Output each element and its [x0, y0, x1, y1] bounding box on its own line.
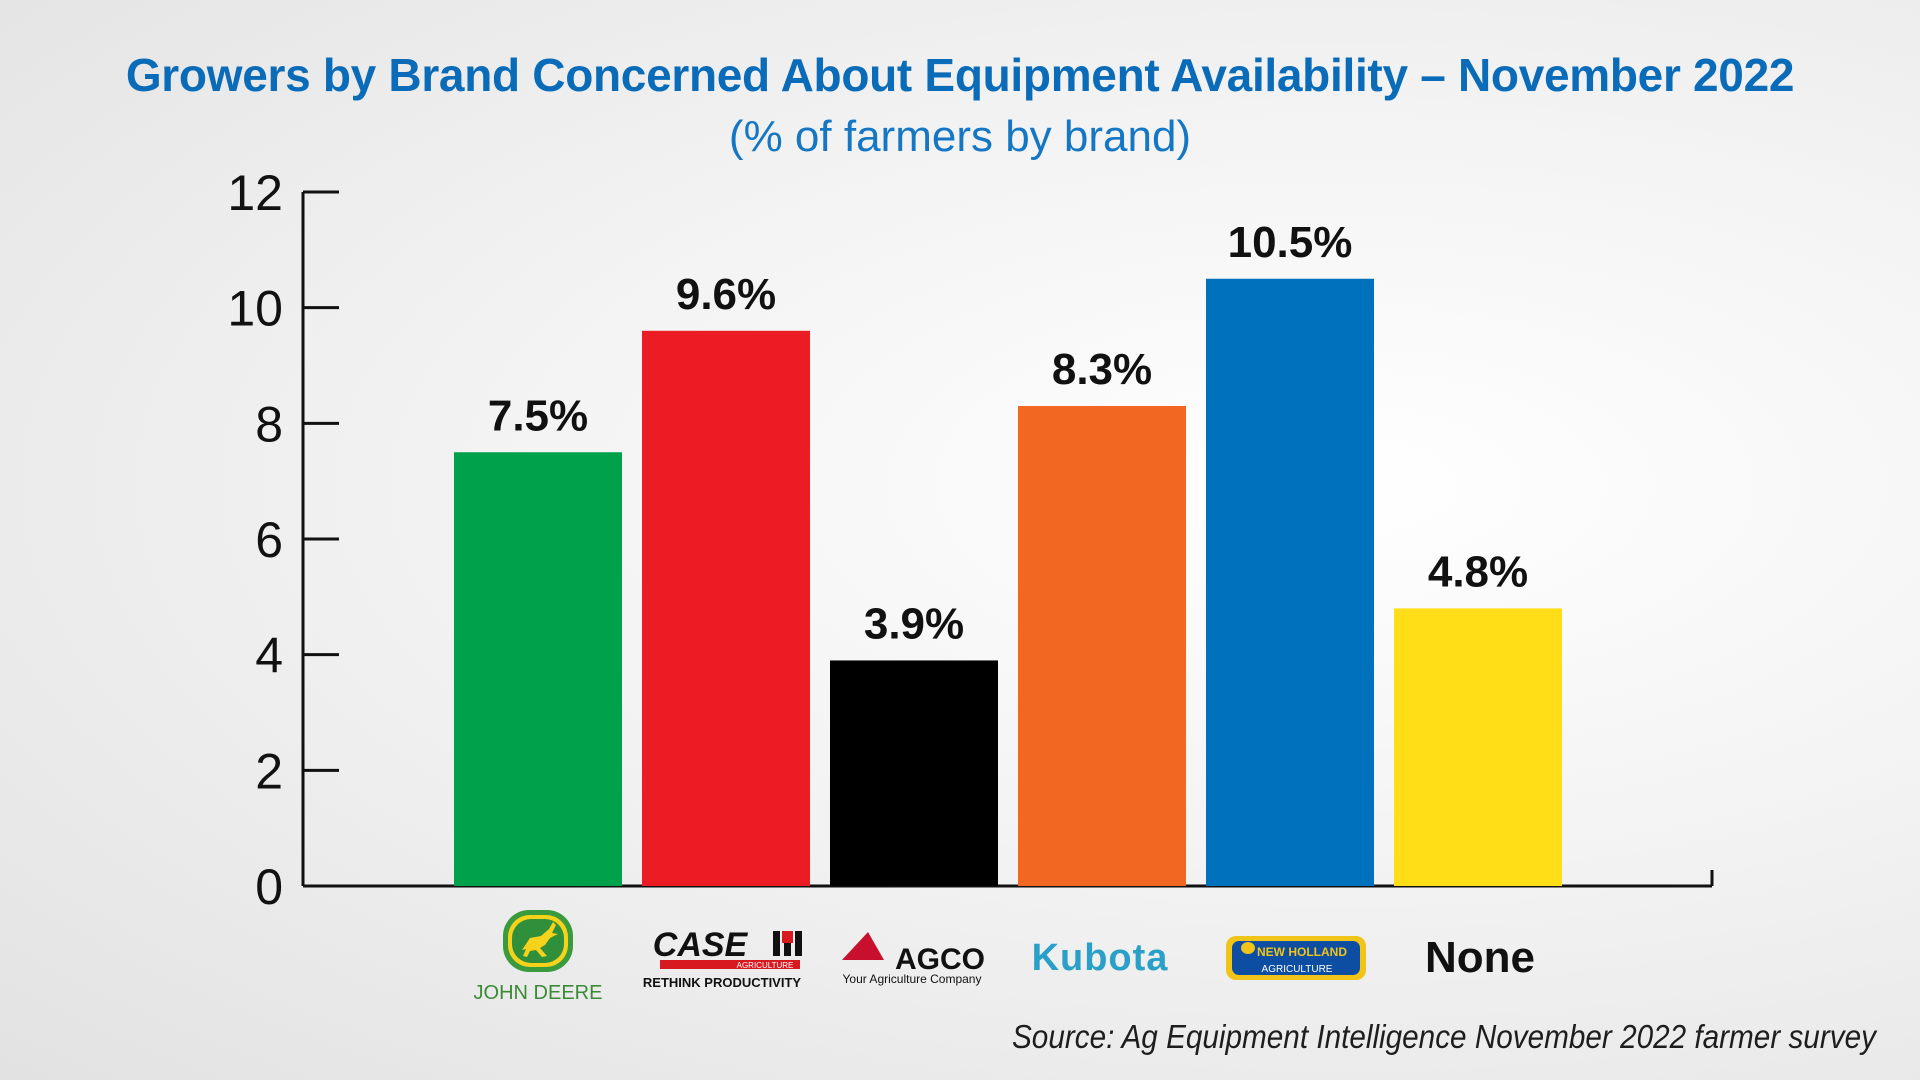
axes: 0 2 4 6 8 10 12: [227, 165, 1714, 915]
y-tick-label: 6: [255, 512, 283, 568]
y-tick-label: 12: [227, 165, 283, 221]
agco-tagline: Your Agriculture Company: [843, 972, 982, 986]
case-wordmark: CASE: [653, 926, 749, 964]
logo-case-ih: CASE AGRICULTURE RETHINK PRODUCTIVITY: [643, 926, 802, 990]
bar: [1394, 608, 1562, 886]
data-labels: 7.5% 9.6% 3.9% 8.3% 10.5% 4.8%: [488, 218, 1528, 649]
agco-wordmark: AGCO: [895, 943, 985, 976]
new-holland-wordmark: NEW HOLLAND: [1257, 945, 1347, 959]
agco-triangle-icon: [842, 932, 884, 960]
data-label: 9.6%: [676, 270, 776, 319]
ih-icon: [773, 931, 802, 956]
logo-kubota: Kubota: [1032, 937, 1169, 979]
case-tagline: RETHINK PRODUCTIVITY: [643, 975, 802, 990]
data-label: 10.5%: [1228, 218, 1353, 267]
bar: [830, 660, 998, 886]
data-label: 4.8%: [1428, 547, 1528, 596]
case-red-bar: [660, 960, 800, 969]
bar: [454, 452, 622, 886]
chart-subtitle: (% of farmers by brand): [728, 112, 1192, 161]
logo-new-holland: NEW HOLLAND AGRICULTURE: [1226, 936, 1366, 980]
source-note: Source: Ag Equipment Intelligence Novemb…: [1012, 1018, 1876, 1055]
y-tick-label: 8: [255, 396, 283, 452]
data-label: 7.5%: [488, 391, 588, 440]
y-tick-label: 4: [255, 628, 283, 684]
bar: [1206, 278, 1374, 886]
leaf-icon: [1241, 942, 1255, 954]
logo-john-deere: JOHN DEERE: [474, 910, 603, 1004]
y-tick-label: 10: [227, 281, 283, 337]
data-label: 3.9%: [864, 599, 964, 648]
bar: [642, 330, 810, 886]
deer-icon: [503, 910, 573, 972]
category-label-none: None: [1425, 933, 1535, 982]
y-tick-label: 0: [255, 859, 283, 915]
y-tick-label: 2: [255, 743, 283, 799]
logo-agco: AGCO Your Agriculture Company: [842, 932, 985, 986]
bars: [454, 278, 1562, 886]
kubota-wordmark: Kubota: [1032, 937, 1169, 979]
data-label: 8.3%: [1052, 345, 1152, 394]
john-deere-text: JOHN DEERE: [474, 982, 603, 1004]
new-holland-sub: AGRICULTURE: [1262, 964, 1333, 975]
chart-title: Growers by Brand Concerned About Equipme…: [125, 49, 1795, 101]
case-sub: AGRICULTURE: [737, 961, 794, 970]
bar: [1018, 405, 1186, 886]
